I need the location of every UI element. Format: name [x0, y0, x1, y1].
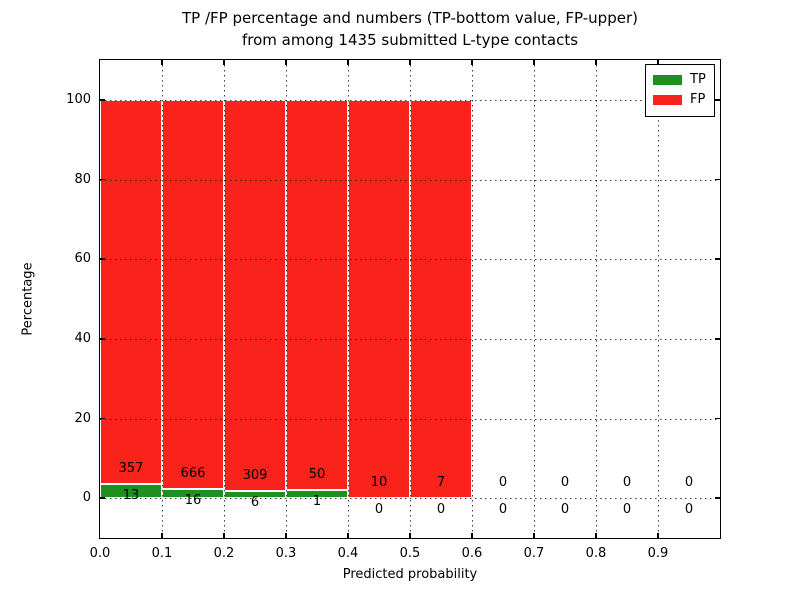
x-tick-mark-bottom — [595, 533, 597, 538]
y-tick-mark-right — [715, 417, 720, 420]
fp-count-label: 10 — [370, 475, 388, 491]
legend-item-tp: TP — [653, 70, 707, 90]
tp-count-label: 0 — [436, 502, 446, 518]
y-tick-mark-left — [100, 178, 105, 181]
y-tick-mark-right — [715, 178, 720, 181]
fp-bar-segment — [286, 99, 348, 491]
x-tick-mark-bottom — [471, 533, 473, 538]
tp-count-label: 0 — [498, 502, 508, 518]
vertical-gridline — [348, 60, 349, 538]
legend-item-fp: FP — [653, 90, 707, 110]
x-tick-label: 0.2 — [213, 546, 235, 561]
x-tick-label: 0.7 — [523, 546, 545, 561]
y-tick-mark-left — [100, 99, 105, 101]
y-tick-mark-right — [715, 258, 720, 260]
vertical-gridline — [534, 60, 535, 538]
fp-bar-segment — [410, 99, 472, 499]
y-axis-label: Percentage — [20, 262, 36, 336]
y-tick-mark-left — [100, 338, 105, 340]
y-tick-mark-right — [715, 497, 720, 499]
x-tick-mark-bottom — [285, 533, 287, 538]
x-tick-label: 0.4 — [337, 546, 359, 561]
fp-count-label: 666 — [180, 465, 206, 481]
vertical-gridline — [286, 60, 287, 538]
vertical-gridline — [658, 60, 659, 538]
y-tick-mark-left — [100, 258, 105, 260]
x-tick-mark-bottom — [533, 533, 535, 538]
x-axis-label: Predicted probability — [342, 567, 478, 582]
x-tick-mark-top — [657, 60, 659, 65]
fp-count-label: 7 — [436, 475, 446, 491]
tp-bar-segment — [100, 484, 162, 499]
tp-count-label: 0 — [560, 502, 570, 518]
tp-count-label: 0 — [374, 502, 384, 518]
fp-count-label: 50 — [308, 467, 326, 483]
y-tick-mark-left — [100, 497, 105, 499]
chart-title-line1: TP /FP percentage and numbers (TP-bottom… — [182, 9, 638, 27]
y-tick-label: 80 — [74, 171, 91, 187]
chart-title: TP /FP percentage and numbers (TP-bottom… — [90, 7, 730, 51]
fp-count-label: 0 — [560, 475, 570, 491]
y-tick-label: 20 — [74, 410, 91, 426]
fp-count-label: 0 — [684, 475, 694, 491]
legend-label-fp: FP — [690, 92, 706, 107]
x-tick-label: 0.3 — [275, 546, 297, 561]
y-tick-label: 40 — [74, 330, 91, 346]
tp-count-label: 6 — [250, 494, 260, 510]
tp-count-label: 0 — [684, 502, 694, 518]
y-tick-mark-right — [715, 99, 720, 101]
vertical-gridline — [224, 60, 225, 538]
x-tick-label: 0.1 — [151, 546, 173, 561]
plot-area: 357 13 666 16 309 6 50 1 10 0 7 0 0 0 0 0 0 0 0 0 — [99, 59, 721, 539]
y-tick-label: 60 — [74, 251, 91, 267]
x-tick-mark-top — [595, 60, 597, 65]
y-tick-mark-right — [715, 338, 720, 340]
fp-count-label: 309 — [242, 467, 268, 483]
tp-color-swatch — [653, 75, 682, 85]
x-tick-label: 0.8 — [585, 546, 607, 561]
fp-bar-segment — [100, 99, 162, 485]
vertical-gridline — [162, 60, 163, 538]
x-tick-mark-top — [223, 60, 225, 65]
fp-bar-segment — [224, 99, 286, 491]
fp-count-label: 0 — [498, 475, 508, 491]
legend: TP FP — [645, 64, 715, 117]
fp-count-label: 357 — [118, 461, 144, 477]
fp-bar-segment — [162, 99, 224, 489]
tp-count-label: 16 — [184, 492, 202, 508]
x-tick-mark-top — [409, 60, 411, 65]
x-tick-label: 0.9 — [647, 546, 669, 561]
x-tick-mark-bottom — [409, 533, 411, 538]
y-tick-label: 0 — [82, 490, 91, 506]
fp-color-swatch — [653, 95, 682, 105]
x-tick-mark-bottom — [347, 533, 349, 538]
tp-count-label: 0 — [622, 502, 632, 518]
vertical-gridline — [410, 60, 411, 538]
tp-count-label: 13 — [122, 488, 140, 504]
vertical-gridline — [596, 60, 597, 538]
x-tick-label: 0.0 — [89, 546, 111, 561]
chart-title-line2: from among 1435 submitted L-type contact… — [241, 31, 579, 49]
vertical-gridline — [472, 60, 473, 538]
x-tick-mark-top — [161, 60, 163, 65]
x-tick-mark-bottom — [161, 533, 163, 538]
x-tick-mark-bottom — [657, 533, 659, 538]
x-tick-mark-top — [471, 60, 473, 65]
x-tick-label: 0.6 — [461, 546, 483, 561]
x-tick-mark-top — [285, 60, 287, 65]
x-tick-mark-bottom — [223, 533, 225, 538]
legend-label-tp: TP — [690, 72, 706, 87]
x-tick-mark-top — [347, 60, 349, 65]
fp-count-label: 0 — [622, 475, 632, 491]
fp-bar-segment — [348, 99, 410, 499]
y-tick-mark-left — [100, 417, 105, 420]
x-tick-label: 0.5 — [399, 546, 421, 561]
y-tick-label: 100 — [66, 91, 91, 107]
x-tick-mark-top — [533, 60, 535, 65]
tp-count-label: 1 — [312, 494, 322, 510]
